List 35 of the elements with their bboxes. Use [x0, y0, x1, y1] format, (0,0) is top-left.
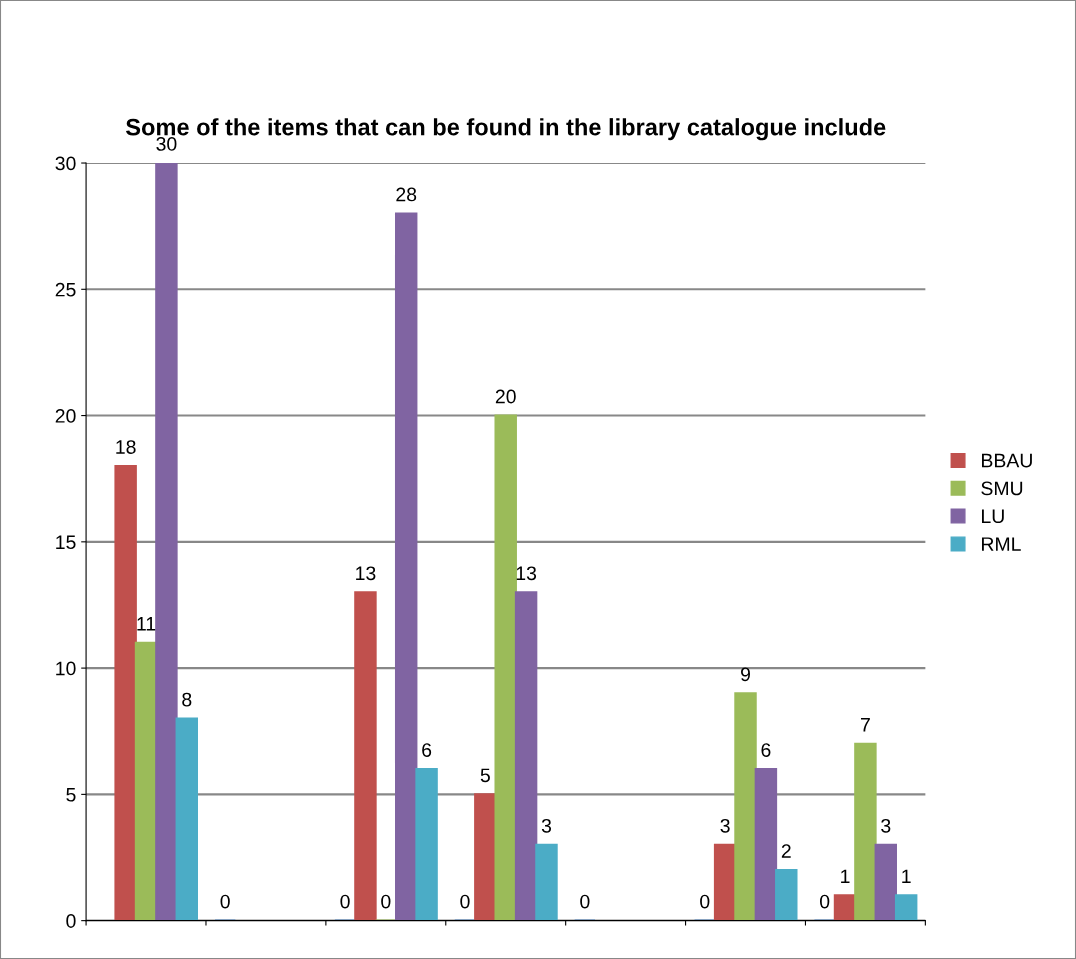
legend-label: RML	[982, 537, 1021, 551]
data-label: 13	[356, 566, 376, 581]
data-label: 18	[116, 440, 136, 454]
data-label: 5	[480, 768, 490, 783]
data-label: 11	[137, 617, 156, 631]
data-label: 0	[460, 894, 470, 909]
y-tick-label: 30	[55, 156, 76, 171]
data-label: 2	[781, 844, 791, 858]
legend-label: BBAU	[982, 453, 1032, 468]
data-label: 0	[700, 894, 710, 909]
data-label: 3	[881, 818, 891, 833]
data-label: 9	[741, 667, 750, 682]
legend-label: LU	[982, 509, 1004, 524]
data-label: 28	[396, 187, 417, 202]
y-tick-label: 0	[66, 914, 76, 928]
data-label: 3	[541, 818, 552, 833]
data-label: 1	[841, 869, 850, 884]
data-label: 7	[861, 718, 870, 732]
y-tick-label: 15	[56, 535, 76, 550]
data-label: 0	[820, 894, 830, 909]
data-label: 1	[902, 869, 911, 884]
data-label: 6	[761, 743, 771, 757]
legend-label: SMU	[981, 481, 1023, 496]
data-label: 6	[422, 743, 432, 757]
y-tick-label: 5	[66, 788, 76, 802]
data-label: 0	[580, 894, 590, 909]
y-tick-label: 20	[55, 409, 76, 423]
data-label: 0	[381, 894, 391, 909]
data-label: 0	[340, 894, 350, 909]
data-label: 3	[720, 818, 730, 833]
data-label: 20	[495, 389, 516, 404]
data-label: 0	[220, 894, 230, 909]
data-label: 8	[182, 692, 192, 707]
y-tick-label: 25	[55, 282, 76, 297]
y-tick-label: 10	[56, 661, 76, 676]
